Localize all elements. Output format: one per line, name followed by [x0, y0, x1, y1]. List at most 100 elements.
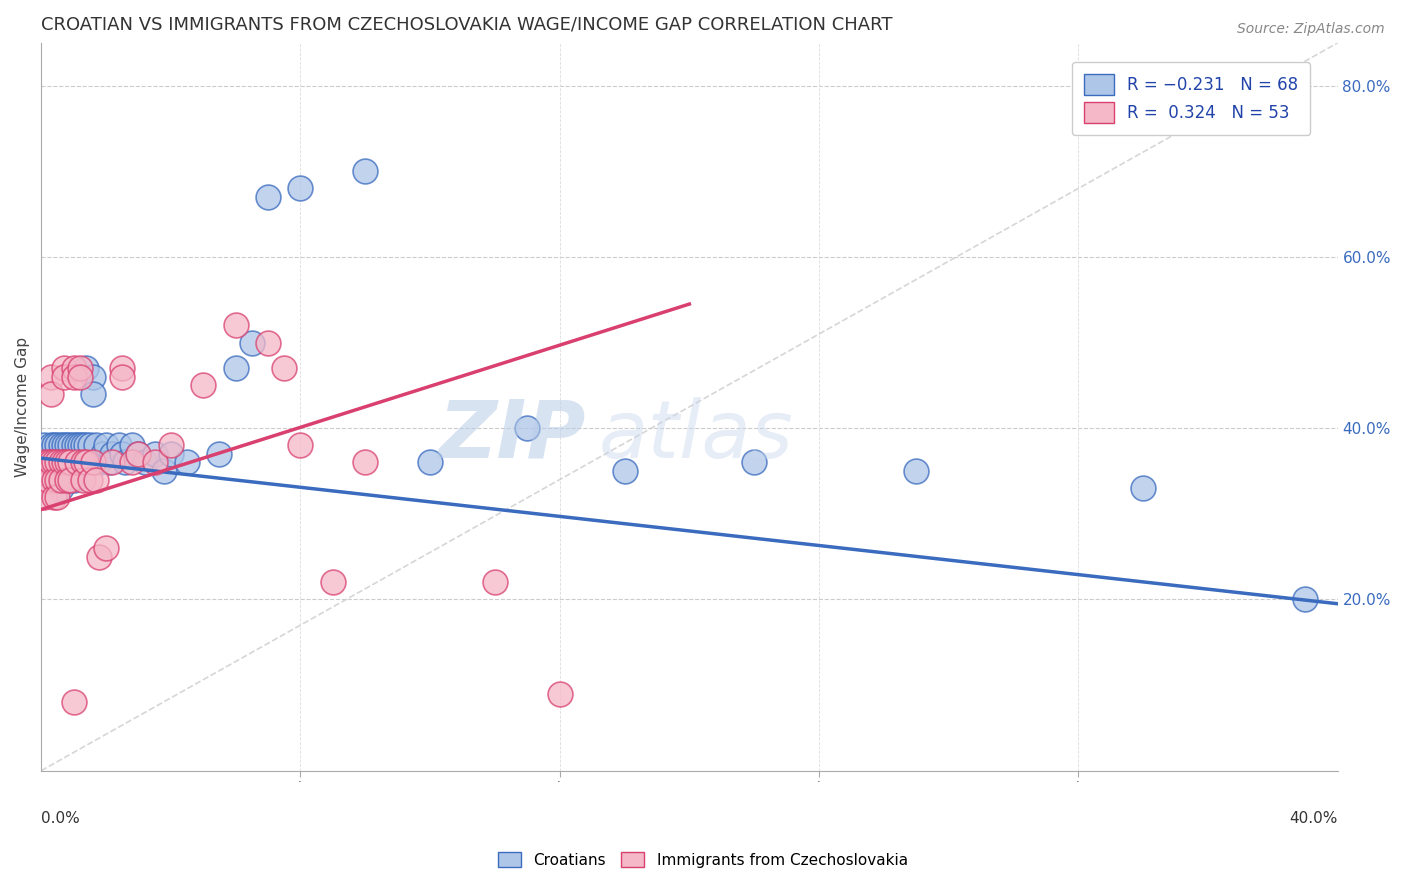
Point: [49, 473, 72, 487]
Point: [89, 455, 111, 469]
Point: [46, 473, 69, 487]
Point: [257, 335, 280, 350]
Point: [72, 455, 94, 469]
Point: [72, 438, 94, 452]
Y-axis label: Wage/Income Gap: Wage/Income Gap: [15, 337, 30, 477]
Point: [52, 455, 75, 469]
Point: [121, 438, 143, 452]
Point: [49, 464, 72, 478]
Point: [290, 438, 312, 452]
Point: [208, 447, 231, 461]
Point: [240, 335, 263, 350]
Point: [1294, 592, 1316, 607]
Point: [34, 455, 56, 469]
Point: [69, 455, 91, 469]
Point: [82, 455, 104, 469]
Point: [76, 361, 98, 376]
Point: [419, 455, 441, 469]
Text: Source: ZipAtlas.com: Source: ZipAtlas.com: [1237, 22, 1385, 37]
Point: [101, 447, 124, 461]
Point: [84, 473, 107, 487]
Point: [39, 438, 62, 452]
Point: [91, 447, 114, 461]
Point: [290, 181, 312, 195]
Point: [79, 438, 101, 452]
Point: [127, 447, 149, 461]
Point: [69, 438, 91, 452]
Point: [56, 473, 79, 487]
Point: [193, 378, 215, 392]
Point: [84, 438, 107, 452]
Point: [159, 447, 181, 461]
Point: [143, 455, 166, 469]
Point: [37, 447, 59, 461]
Point: [39, 455, 62, 469]
Text: atlas: atlas: [599, 397, 793, 475]
Point: [225, 361, 247, 376]
Point: [42, 438, 65, 452]
Point: [101, 455, 124, 469]
Point: [34, 438, 56, 452]
Point: [1132, 481, 1154, 495]
Point: [46, 473, 69, 487]
Point: [39, 369, 62, 384]
Point: [94, 541, 117, 555]
Point: [62, 695, 84, 709]
Point: [37, 455, 59, 469]
Point: [66, 455, 89, 469]
Point: [72, 455, 94, 469]
Point: [98, 455, 121, 469]
Point: [56, 438, 79, 452]
Text: CROATIAN VS IMMIGRANTS FROM CZECHOSLOVAKIA WAGE/INCOME GAP CORRELATION CHART: CROATIAN VS IMMIGRANTS FROM CZECHOSLOVAK…: [41, 15, 893, 33]
Point: [548, 687, 571, 701]
Point: [66, 438, 89, 452]
Point: [69, 361, 91, 376]
Point: [49, 481, 72, 495]
Point: [46, 490, 69, 504]
Point: [39, 387, 62, 401]
Point: [56, 455, 79, 469]
Point: [89, 549, 111, 564]
Text: 0.0%: 0.0%: [41, 811, 80, 826]
Point: [72, 473, 94, 487]
Point: [111, 447, 134, 461]
Point: [62, 369, 84, 384]
Point: [34, 455, 56, 469]
Point: [257, 190, 280, 204]
Point: [52, 438, 75, 452]
Point: [153, 464, 176, 478]
Point: [225, 318, 247, 333]
Legend: R = −0.231   N = 68, R =  0.324   N = 53: R = −0.231 N = 68, R = 0.324 N = 53: [1071, 62, 1310, 135]
Point: [76, 438, 98, 452]
Point: [39, 473, 62, 487]
Point: [59, 438, 82, 452]
Point: [516, 421, 538, 435]
Point: [111, 361, 134, 376]
Point: [59, 455, 82, 469]
Point: [42, 455, 65, 469]
Point: [62, 473, 84, 487]
Point: [52, 455, 75, 469]
Point: [37, 473, 59, 487]
Point: [134, 455, 156, 469]
Point: [62, 455, 84, 469]
Point: [159, 438, 181, 452]
Point: [127, 447, 149, 461]
Point: [49, 438, 72, 452]
Point: [82, 369, 104, 384]
Point: [34, 473, 56, 487]
Point: [59, 473, 82, 487]
Point: [52, 473, 75, 487]
Point: [322, 575, 344, 590]
Point: [62, 438, 84, 452]
Point: [273, 361, 295, 376]
Point: [76, 455, 98, 469]
Text: 40.0%: 40.0%: [1289, 811, 1337, 826]
Point: [111, 369, 134, 384]
Point: [354, 455, 377, 469]
Point: [66, 455, 89, 469]
Point: [114, 455, 136, 469]
Point: [905, 464, 928, 478]
Point: [82, 387, 104, 401]
Point: [42, 455, 65, 469]
